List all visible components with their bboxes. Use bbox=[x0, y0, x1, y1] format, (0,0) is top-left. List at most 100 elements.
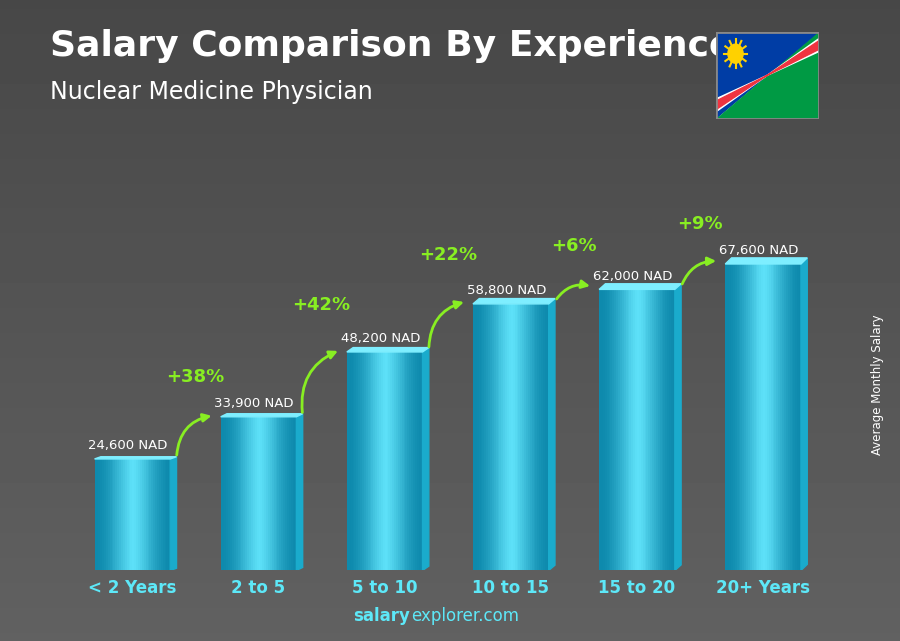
Bar bbox=[765, 264, 767, 570]
Bar bbox=[612, 289, 615, 570]
Text: +9%: +9% bbox=[677, 215, 723, 233]
Bar bbox=[729, 264, 731, 570]
Bar bbox=[346, 352, 349, 570]
Bar bbox=[119, 459, 122, 570]
Bar bbox=[603, 289, 605, 570]
Bar bbox=[796, 264, 797, 570]
Text: Average Monthly Salary: Average Monthly Salary bbox=[871, 314, 884, 455]
Bar bbox=[123, 459, 125, 570]
Bar bbox=[255, 417, 256, 570]
Bar bbox=[157, 459, 159, 570]
Bar bbox=[375, 352, 377, 570]
Bar bbox=[400, 352, 402, 570]
Bar bbox=[541, 304, 544, 570]
Bar bbox=[777, 264, 778, 570]
Bar bbox=[635, 289, 637, 570]
Bar bbox=[799, 264, 801, 570]
Bar bbox=[251, 417, 253, 570]
Bar bbox=[166, 459, 168, 570]
Bar bbox=[365, 352, 368, 570]
Bar bbox=[752, 264, 754, 570]
Bar bbox=[503, 304, 506, 570]
Bar bbox=[627, 289, 630, 570]
Bar bbox=[784, 264, 786, 570]
Bar bbox=[744, 264, 746, 570]
Bar bbox=[364, 352, 366, 570]
Circle shape bbox=[728, 44, 743, 63]
Bar bbox=[778, 264, 780, 570]
Bar bbox=[669, 289, 671, 570]
Bar bbox=[377, 352, 379, 570]
Bar bbox=[96, 459, 99, 570]
Bar bbox=[496, 304, 498, 570]
Bar bbox=[229, 417, 230, 570]
Bar bbox=[136, 459, 139, 570]
Bar bbox=[355, 352, 356, 570]
Bar bbox=[362, 352, 364, 570]
Bar bbox=[102, 459, 104, 570]
Bar bbox=[500, 304, 501, 570]
Bar bbox=[741, 264, 742, 570]
Bar bbox=[547, 304, 549, 570]
Bar bbox=[601, 289, 603, 570]
Bar bbox=[524, 304, 526, 570]
Bar bbox=[134, 459, 137, 570]
Bar bbox=[753, 264, 756, 570]
Bar bbox=[490, 304, 492, 570]
Bar bbox=[660, 289, 661, 570]
Bar bbox=[279, 417, 282, 570]
Bar bbox=[543, 304, 545, 570]
Bar bbox=[618, 289, 620, 570]
Bar bbox=[513, 304, 515, 570]
Bar bbox=[486, 304, 489, 570]
Bar bbox=[748, 264, 750, 570]
Bar bbox=[610, 289, 613, 570]
Bar bbox=[117, 459, 120, 570]
Bar bbox=[607, 289, 608, 570]
Bar bbox=[507, 304, 509, 570]
Bar bbox=[536, 304, 537, 570]
Bar bbox=[667, 289, 670, 570]
Bar bbox=[415, 352, 417, 570]
Bar bbox=[113, 459, 115, 570]
Polygon shape bbox=[801, 258, 807, 570]
Text: 48,200 NAD: 48,200 NAD bbox=[340, 332, 420, 345]
Bar bbox=[797, 264, 799, 570]
Bar bbox=[140, 459, 142, 570]
Bar bbox=[782, 264, 784, 570]
Polygon shape bbox=[473, 299, 555, 304]
Bar bbox=[149, 459, 151, 570]
Text: 33,900 NAD: 33,900 NAD bbox=[214, 397, 294, 410]
Bar bbox=[246, 417, 248, 570]
Bar bbox=[482, 304, 484, 570]
Bar bbox=[220, 417, 223, 570]
Polygon shape bbox=[220, 413, 302, 417]
Bar bbox=[788, 264, 790, 570]
Bar bbox=[275, 417, 278, 570]
Bar bbox=[505, 304, 508, 570]
Bar bbox=[153, 459, 156, 570]
Bar bbox=[168, 459, 170, 570]
Polygon shape bbox=[170, 457, 176, 570]
Bar bbox=[411, 352, 413, 570]
Polygon shape bbox=[599, 284, 681, 289]
Bar bbox=[236, 417, 238, 570]
Polygon shape bbox=[94, 457, 176, 459]
Polygon shape bbox=[346, 347, 428, 352]
Bar bbox=[98, 459, 101, 570]
Bar bbox=[629, 289, 632, 570]
Bar bbox=[624, 289, 625, 570]
Bar bbox=[253, 417, 255, 570]
Text: +38%: +38% bbox=[166, 369, 225, 387]
Bar bbox=[637, 289, 639, 570]
Bar bbox=[518, 304, 520, 570]
Bar bbox=[127, 459, 129, 570]
Bar bbox=[232, 417, 234, 570]
Bar bbox=[256, 417, 259, 570]
Bar bbox=[622, 289, 624, 570]
Bar bbox=[163, 459, 165, 570]
Bar bbox=[110, 459, 112, 570]
Bar bbox=[281, 417, 284, 570]
Bar bbox=[498, 304, 500, 570]
Bar bbox=[248, 417, 249, 570]
